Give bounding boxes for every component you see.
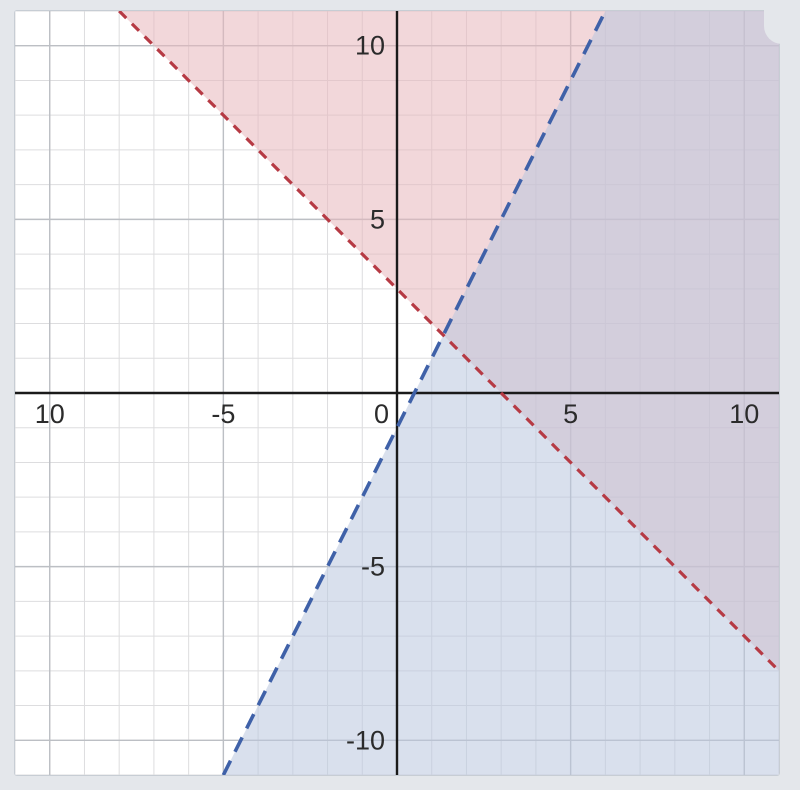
y-tick-label: 10 xyxy=(355,31,385,61)
x-tick-label: 5 xyxy=(563,399,578,429)
x-tick-label: 10 xyxy=(729,399,759,429)
x-tick-label: 10 xyxy=(35,399,65,429)
inequality-plot: 10 -5 0 5 10 -10 -5 5 10 xyxy=(15,11,779,775)
corner-notch xyxy=(764,0,800,44)
y-tick-label: -10 xyxy=(346,725,385,755)
x-tick-label: 0 xyxy=(374,399,389,429)
chart-panel: 10 -5 0 5 10 -10 -5 5 10 xyxy=(14,10,780,776)
y-tick-label: -5 xyxy=(361,552,385,582)
y-tick-label: 5 xyxy=(370,204,385,234)
page-root: 10 -5 0 5 10 -10 -5 5 10 xyxy=(0,0,800,790)
x-tick-label: -5 xyxy=(211,399,235,429)
